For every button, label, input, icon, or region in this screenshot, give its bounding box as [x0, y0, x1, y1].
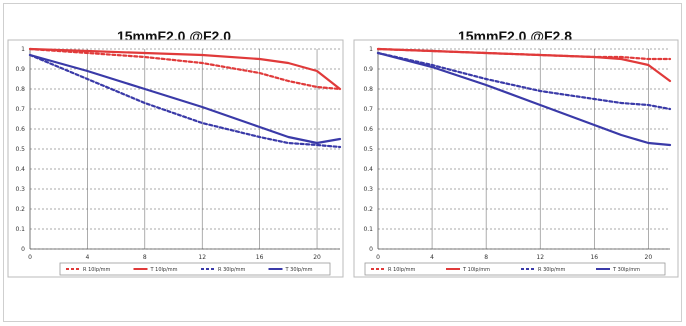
legend-label: T 30lp/mm	[612, 267, 640, 273]
mtf-chart-f20: 0 0.1 0.2 0.3 0.4 0.5 0.6 0.7 0.8 0.9 1 0 4 8 12 16 20 R …	[7, 39, 344, 278]
legend-box	[59, 262, 331, 276]
x-tick-label: 0	[28, 254, 32, 261]
legend-label: R 10lp/mm	[83, 267, 111, 273]
y-tick-label: 0.7	[363, 106, 373, 113]
y-tick-label: 0.8	[363, 86, 373, 93]
chart-panel-f28: 15mmF2.0 @F2.8 0 0.1 0.2 0.3 0.4 0.5 0.6 0.7 0.8…	[350, 25, 680, 295]
series-line	[28, 47, 342, 91]
series-line	[376, 51, 672, 111]
y-tick-label: 0.2	[15, 206, 25, 213]
y-tick-label: 1	[369, 46, 373, 53]
y-tick-label: 0.4	[15, 166, 25, 173]
y-tick-label: 0.9	[15, 66, 25, 73]
y-tick-label: 0.3	[15, 186, 25, 193]
y-tick-label: 1	[21, 46, 25, 53]
y-tick-label: 0.6	[15, 126, 25, 133]
legend-label: R 30lp/mm	[538, 267, 566, 273]
x-tick-label: 8	[484, 254, 488, 261]
series-line	[28, 53, 342, 149]
y-tick-label: 0	[369, 246, 373, 253]
mtf-chart-f28: 0 0.1 0.2 0.3 0.4 0.5 0.6 0.7 0.8 0.9 1 0 4 8 12 16 20 R …	[353, 39, 679, 278]
y-tick-label: 0.9	[363, 66, 373, 73]
x-tick-label: 16	[256, 254, 264, 261]
y-tick-label: 0.3	[363, 186, 373, 193]
y-tick-label: 0.6	[363, 126, 373, 133]
y-tick-label: 0.7	[15, 106, 25, 113]
y-tick-label: 0.5	[363, 146, 373, 153]
figure-frame	[3, 3, 682, 322]
chart-border	[353, 39, 679, 278]
series-line	[28, 53, 342, 145]
x-tick-label: 4	[85, 254, 89, 261]
x-tick-label: 8	[143, 254, 147, 261]
legend-label: R 30lp/mm	[218, 267, 246, 273]
chart-border	[7, 39, 344, 278]
y-tick-label: 0.2	[363, 206, 373, 213]
y-tick-label: 0.1	[363, 226, 373, 233]
legend-box	[364, 262, 666, 276]
chart-panel-f20: 15mmF2.0 @F2.0 0 0.1 0.2 0.3 0.4 0.5 0.6 0.7 0.8…	[0, 25, 348, 295]
y-tick-label: 0.8	[15, 86, 25, 93]
x-tick-label: 16	[590, 254, 598, 261]
series-line	[376, 47, 672, 83]
legend-label: R 10lp/mm	[388, 267, 416, 273]
x-tick-label: 20	[645, 254, 653, 261]
x-tick-label: 20	[313, 254, 321, 261]
series-line	[376, 51, 672, 147]
legend-label: T 30lp/mm	[285, 267, 313, 273]
x-tick-label: 0	[376, 254, 380, 261]
x-tick-label: 12	[198, 254, 206, 261]
y-tick-label: 0	[21, 246, 25, 253]
x-tick-label: 4	[430, 254, 434, 261]
y-tick-label: 0.4	[363, 166, 373, 173]
x-tick-label: 12	[536, 254, 544, 261]
y-tick-label: 0.5	[15, 146, 25, 153]
y-tick-label: 0.1	[15, 226, 25, 233]
legend-label: T 10lp/mm	[462, 267, 490, 273]
series-line	[28, 47, 342, 91]
legend-label: T 10lp/mm	[150, 267, 178, 273]
